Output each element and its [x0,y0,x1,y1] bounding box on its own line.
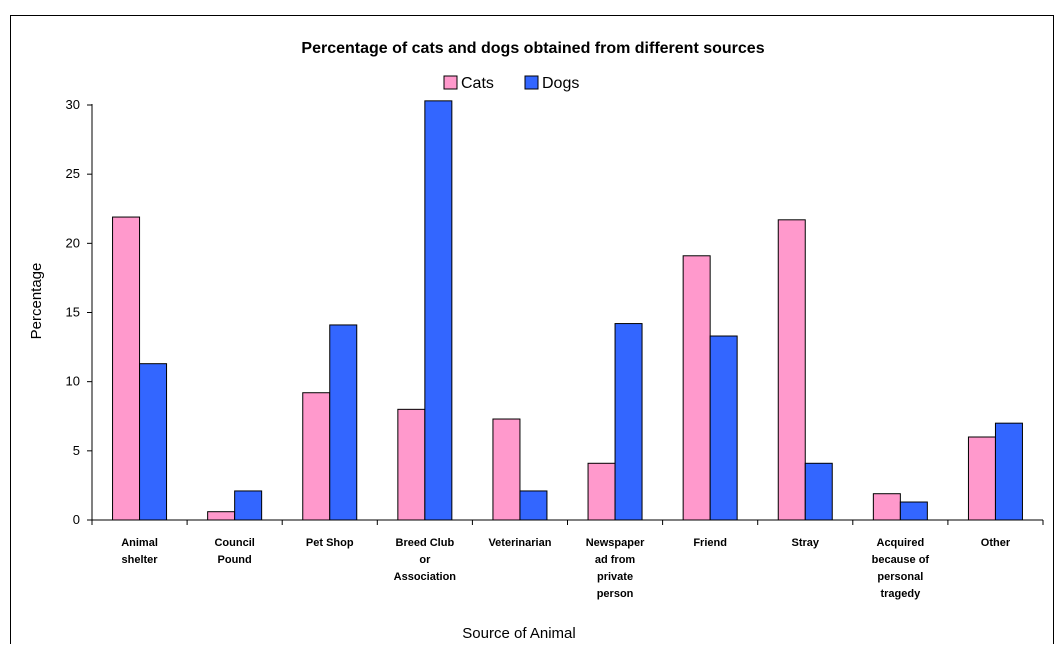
y-tick-label-30: 30 [66,97,80,112]
legend-label-dogs: Dogs [542,75,579,92]
bar-dogs-5 [614,323,643,521]
y-tick-label-25: 25 [66,166,80,181]
x-tick-label-9-line-0: Other [981,537,1011,549]
x-tick-label-3-line-1: or [419,554,431,566]
bar-cats-6 [682,255,711,521]
x-tick-label-1-line-1: Pound [218,554,252,566]
x-tick-label-5: Newspaper ad from private person [586,537,645,600]
x-tick-label-6: Friend [693,537,727,549]
bar-chart: Percentage of cats and dogs obtained fro… [28,40,1044,642]
x-tick-label-3-line-0: Breed Club [396,537,455,549]
x-tick-label-7: Stray [791,537,819,549]
x-tick-label-2-line-0: Pet Shop [306,537,354,549]
y-tick-label-20: 20 [66,235,80,250]
bar-cats-0 [112,216,141,521]
x-tick-label-8-line-2: personal [877,571,923,583]
bar-cats-5 [587,462,616,521]
legend-swatch-dogs [524,75,539,90]
bar-cats-7 [777,219,806,521]
plot-area: 0 5 10 15 20 25 30 Animal shelter Council Pound Pet… [66,97,1044,600]
y-tick-label-5: 5 [73,443,80,458]
bar-dogs-3 [424,100,453,521]
bar-dogs-2 [329,324,358,521]
bar-cats-8 [872,493,901,521]
x-tick-label-0: Animal shelter [121,537,158,566]
x-tick-label-5-line-2: private [597,571,633,583]
x-tick-label-1-line-0: Council [214,537,254,549]
y-axis-title: Percentage [28,263,45,340]
x-tick-label-4: Veterinarian [488,537,551,549]
x-tick-label-8-line-3: tragedy [880,588,921,600]
bar-dogs-4 [519,490,548,521]
bar-cats-2 [302,392,331,521]
bar-cats-9 [967,436,996,521]
bar-dogs-8 [899,501,928,521]
bar-dogs-0 [139,363,168,521]
x-axis-title: Source of Animal [462,625,575,642]
bar-cats-4 [492,418,521,521]
x-tick-label-8-line-0: Acquired [877,537,925,549]
x-tick-label-5-line-1: ad from [595,554,636,566]
bar-dogs-7 [804,462,833,521]
x-tick-label-7-line-0: Stray [791,537,819,549]
x-tick-label-2: Pet Shop [306,537,354,549]
x-tick-label-6-line-0: Friend [693,537,727,549]
bar-cats-1 [207,511,236,521]
x-tick-label-3: Breed Club or Association [394,537,457,583]
bar-dogs-6 [709,335,738,521]
x-tick-label-0-line-1: shelter [122,554,159,566]
chart-title: Percentage of cats and dogs obtained fro… [301,40,764,57]
legend-label-cats: Cats [461,75,494,92]
x-tick-label-3-line-2: Association [394,571,457,583]
x-tick-label-8-line-1: because of [872,554,930,566]
x-tick-label-5-line-3: person [597,588,634,600]
x-tick-label-1: Council Pound [214,537,254,566]
x-tick-label-9: Other [981,537,1011,549]
x-tick-label-5-line-0: Newspaper [586,537,645,549]
x-tick-label-4-line-0: Veterinarian [488,537,551,549]
chart-frame: Percentage of cats and dogs obtained fro… [10,15,1054,644]
y-tick-label-10: 10 [66,374,80,389]
bar-dogs-1 [234,490,263,521]
bar-dogs-9 [994,422,1023,521]
legend-swatch-cats [443,75,458,90]
legend: Cats Dogs [443,75,579,92]
y-tick-label-0: 0 [73,512,80,527]
y-tick-label-15: 15 [66,305,80,320]
x-tick-label-0-line-0: Animal [121,537,158,549]
bar-cats-3 [397,408,426,521]
x-tick-label-8: Acquired because of personal tragedy [872,537,930,600]
